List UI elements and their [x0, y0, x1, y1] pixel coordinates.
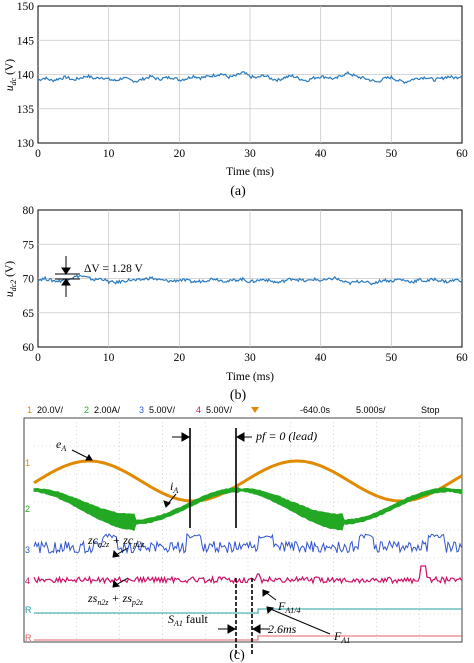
- ch3-marker: 3: [139, 405, 144, 415]
- ch4-level-marker: 4: [25, 576, 30, 586]
- pb-ytick-label: 70: [23, 274, 35, 286]
- pa-xtick-label: 0: [35, 148, 41, 160]
- time-offset: -640.0s: [300, 405, 331, 415]
- chart-b-ylabel-unit: (V): [4, 261, 16, 277]
- zc-waveform: [33, 532, 462, 555]
- chart-a-ylabel-sub: dc: [9, 77, 18, 85]
- pf-label: pf = 0 (lead): [255, 429, 317, 443]
- scope-screen: 1 20.0V/ 2 2.00A/ 3 5.00V/ 4 5.00V/ -640…: [23, 405, 463, 663]
- ch1-marker: 1: [27, 405, 32, 415]
- ch3-scale: 5.00V/: [149, 405, 176, 415]
- chart-a-grid: [38, 6, 462, 143]
- ea-label: eA: [56, 437, 66, 453]
- pa-ytick-label: 130: [17, 138, 35, 150]
- pa-xtick-label: 10: [103, 148, 115, 160]
- pb-xtick-label: 20: [174, 352, 186, 364]
- pb-xtick-label: 60: [456, 352, 468, 364]
- run-status: Stop: [421, 405, 440, 415]
- pb-ytick-label: 75: [23, 239, 35, 251]
- pa-ytick-label: 140: [17, 70, 35, 82]
- chart-a-xlabel: Time (ms): [226, 166, 274, 178]
- ch1-scale: 20.0V/: [37, 405, 64, 415]
- chart-b-ylabel: udc2 (V): [4, 261, 18, 297]
- ref-b-waveform: [34, 635, 462, 641]
- chart-a-ylabel: udc (V): [4, 59, 18, 91]
- ch4-marker: 4: [196, 405, 201, 415]
- pb-ytick-label: 60: [23, 342, 35, 354]
- ia-label: iA: [170, 479, 178, 495]
- chart-a-ticks: 0 10 20 30 40 50 60 130 135 140 145 150: [17, 1, 468, 160]
- delta-v-annotation: ΔV = 1.28 V: [84, 263, 144, 275]
- pa-ytick-label: 145: [17, 35, 35, 47]
- pb-xtick-label: 50: [386, 352, 398, 364]
- ref-b-level-marker: R: [25, 633, 32, 643]
- pb-xtick-label: 30: [244, 352, 256, 364]
- pb-xtick-label: 0: [35, 352, 41, 364]
- zs-label: zsn2z + zsp2z: [87, 591, 144, 607]
- chart-a-ylabel-unit: (V): [4, 59, 16, 75]
- ch2-level-marker: 2: [25, 504, 30, 514]
- fa14-label: FA1/4: [277, 599, 300, 615]
- pb-xtick-label: 10: [103, 352, 115, 364]
- ia-waveform: [33, 487, 463, 532]
- zs-waveform: [33, 565, 463, 585]
- chart-b-series-line: [37, 274, 463, 286]
- delta-v-marker: [55, 256, 80, 297]
- scope-arrows: [71, 432, 331, 635]
- pb-ytick-label: 80: [23, 205, 35, 217]
- ref-a-waveform: [34, 608, 462, 614]
- pa-xtick-label: 60: [456, 148, 468, 160]
- chart-b-ticks: 0 10 20 30 40 50 60 60 65 70 75 80: [23, 205, 469, 364]
- ch3-level-marker: 3: [25, 545, 30, 555]
- chart-b: 0 10 20 30 40 50 60 60 65 70 75 80 ΔV = 1.28 V udc2…: [4, 205, 468, 403]
- chart-a-series-line: [37, 70, 463, 85]
- zc-label: zcn2z + zcp2z: [87, 533, 145, 549]
- pb-ytick-label: 65: [23, 308, 35, 320]
- scope-channel-markers: 1 2 3 4 R R: [25, 458, 32, 643]
- ch1-level-marker: 1: [25, 458, 30, 468]
- chart-a-caption: (a): [230, 184, 246, 199]
- chart-b-caption: (b): [230, 388, 247, 403]
- ea-waveform: [33, 459, 463, 503]
- ch2-marker: 2: [84, 405, 89, 415]
- chart-c-caption: (c): [229, 648, 245, 663]
- scope-header: 1 20.0V/ 2 2.00A/ 3 5.00V/ 4 5.00V/ -640…: [27, 405, 440, 415]
- pb-xtick-label: 40: [315, 352, 327, 364]
- chart-a: 0 10 20 30 40 50 60 130 135 140 145 150 udc (V) Time…: [4, 1, 468, 199]
- pa-xtick-label: 20: [174, 148, 186, 160]
- scope-cursors: [189, 428, 253, 655]
- ch2-scale: 2.00A/: [94, 405, 121, 415]
- scope-background: [23, 417, 463, 643]
- timebase: 5.000s/: [356, 405, 386, 415]
- scope-grid: [34, 418, 462, 642]
- chart-b-ylabel-main: u: [4, 291, 16, 297]
- chart-b-grid: [38, 210, 462, 347]
- chart-b-xlabel: Time (ms): [226, 371, 274, 383]
- chart-a-ylabel-main: u: [4, 85, 16, 91]
- ch4-scale: 5.00V/: [206, 405, 233, 415]
- pa-xtick-label: 40: [315, 148, 327, 160]
- pa-xtick-label: 30: [244, 148, 256, 160]
- pa-ytick-label: 150: [17, 1, 35, 13]
- sa1-fault-label: SA1 fault: [168, 612, 209, 628]
- trigger-position-icon: [251, 407, 259, 413]
- chart-b-ylabel-sub: dc2: [9, 280, 18, 292]
- delay-label: 2.6ms: [268, 622, 297, 636]
- pa-xtick-label: 50: [386, 148, 398, 160]
- fa1-label: FA1: [333, 629, 350, 645]
- pa-ytick-label: 135: [17, 104, 35, 116]
- ref-a-level-marker: R: [25, 605, 32, 615]
